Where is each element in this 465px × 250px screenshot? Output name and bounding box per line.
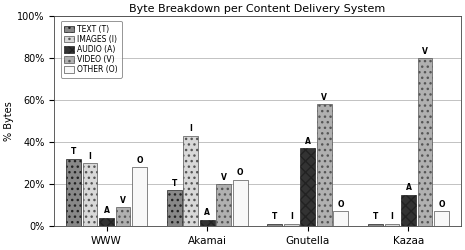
Text: I: I — [88, 152, 92, 161]
Text: A: A — [305, 137, 311, 146]
Bar — [99, 218, 114, 226]
Text: O: O — [338, 200, 344, 209]
Text: O: O — [136, 156, 143, 165]
Text: T: T — [172, 179, 177, 188]
Text: T: T — [373, 212, 378, 222]
Bar — [368, 224, 383, 226]
Bar — [434, 212, 449, 226]
Bar — [132, 167, 147, 226]
Text: V: V — [120, 196, 126, 205]
Text: O: O — [438, 200, 445, 209]
Text: A: A — [104, 206, 109, 215]
Bar — [183, 136, 198, 226]
Bar — [167, 190, 181, 226]
Text: V: V — [422, 47, 428, 56]
Bar — [233, 180, 248, 226]
Bar — [418, 58, 432, 226]
Legend: TEXT (T), IMAGES (I), AUDIO (A), VIDEO (V), OTHER (O): TEXT (T), IMAGES (I), AUDIO (A), VIDEO (… — [60, 21, 122, 78]
Bar — [317, 104, 332, 226]
Text: I: I — [290, 212, 293, 222]
Bar — [385, 224, 399, 226]
Text: T: T — [272, 212, 278, 222]
Y-axis label: % Bytes: % Bytes — [4, 101, 14, 141]
Title: Byte Breakdown per Content Delivery System: Byte Breakdown per Content Delivery Syst… — [129, 4, 385, 14]
Bar — [401, 195, 416, 226]
Text: V: V — [321, 93, 327, 102]
Text: A: A — [204, 208, 210, 217]
Bar — [267, 224, 282, 226]
Bar — [83, 163, 98, 226]
Bar — [300, 148, 315, 226]
Bar — [200, 220, 215, 226]
Text: I: I — [391, 212, 393, 222]
Text: V: V — [221, 173, 226, 182]
Bar — [333, 212, 348, 226]
Text: T: T — [71, 148, 76, 156]
Text: A: A — [405, 183, 412, 192]
Bar — [116, 207, 131, 226]
Bar — [216, 184, 231, 226]
Text: I: I — [189, 124, 192, 134]
Text: O: O — [237, 168, 244, 177]
Bar — [66, 159, 81, 226]
Bar — [284, 224, 299, 226]
